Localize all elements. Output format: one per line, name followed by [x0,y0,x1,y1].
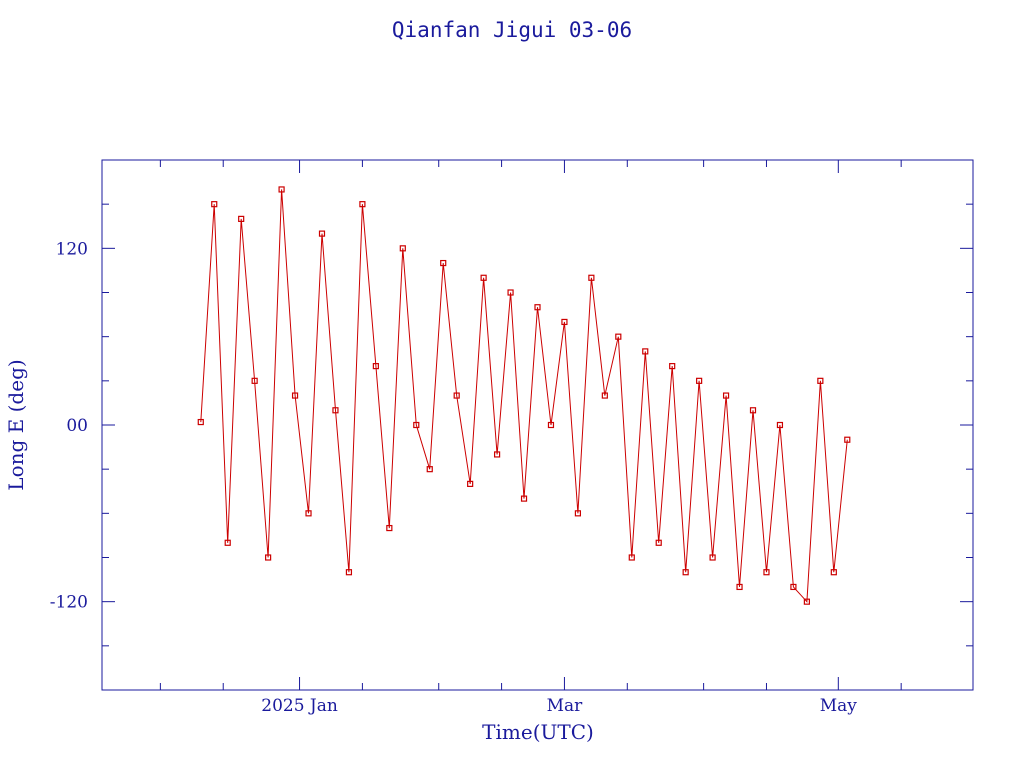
data-point [359,201,366,208]
data-point [197,418,204,426]
data-point [278,186,285,193]
data-point [749,407,757,414]
data-point [467,480,474,487]
axes: 120 00 -120 2025 Jan Mar May [50,160,973,716]
data-point [790,583,797,591]
data-point [291,392,299,399]
data-point [776,421,784,429]
data-point [534,304,541,311]
x-tick-label: Mar [547,696,584,716]
data-point [763,569,770,576]
data-point [682,569,689,576]
data-point [588,274,595,281]
data-point [709,554,716,561]
data-point [224,539,231,546]
y-axis-title: Long E (deg) [4,359,28,490]
x-tick-label: 2025 Jan [261,696,338,716]
data-point [547,421,555,429]
data-point [844,436,851,443]
data-point [574,510,582,517]
data-point [736,583,743,591]
data-point [830,569,837,576]
data-point [615,333,622,340]
x-axis-title: Time(UTC) [482,720,594,744]
data-point [372,363,379,370]
x-tick-label: May [820,696,858,716]
data-point [655,539,662,546]
data-point [305,510,312,517]
data-point [332,407,339,414]
y-tick-label: 00 [66,416,88,436]
y-tick-label: -120 [50,593,88,613]
data-point [722,392,730,399]
data-point [345,569,353,576]
data-point [413,421,420,429]
data-point [803,598,810,605]
data-point [669,363,676,370]
plot-area [197,186,851,605]
data-point [507,289,514,296]
data-point [480,274,487,281]
data-point [696,377,703,384]
data-point [453,392,460,399]
data-point [211,201,218,208]
data-point [520,495,528,502]
data-point [561,318,568,326]
data-point [399,245,406,252]
data-point [440,259,447,267]
y-tick-label: 120 [56,239,88,259]
chart-title: Qianfan Jigui 03-06 [392,18,632,42]
data-point [251,377,258,384]
data-point [817,377,824,384]
data-point [642,348,649,355]
data-point [265,554,272,561]
data-point [238,215,245,222]
data-point [426,466,433,473]
data-point [493,451,501,458]
data-point [628,554,635,561]
data-point [318,230,326,237]
series-line [200,189,848,603]
data-point [386,524,393,532]
data-point [601,392,608,399]
